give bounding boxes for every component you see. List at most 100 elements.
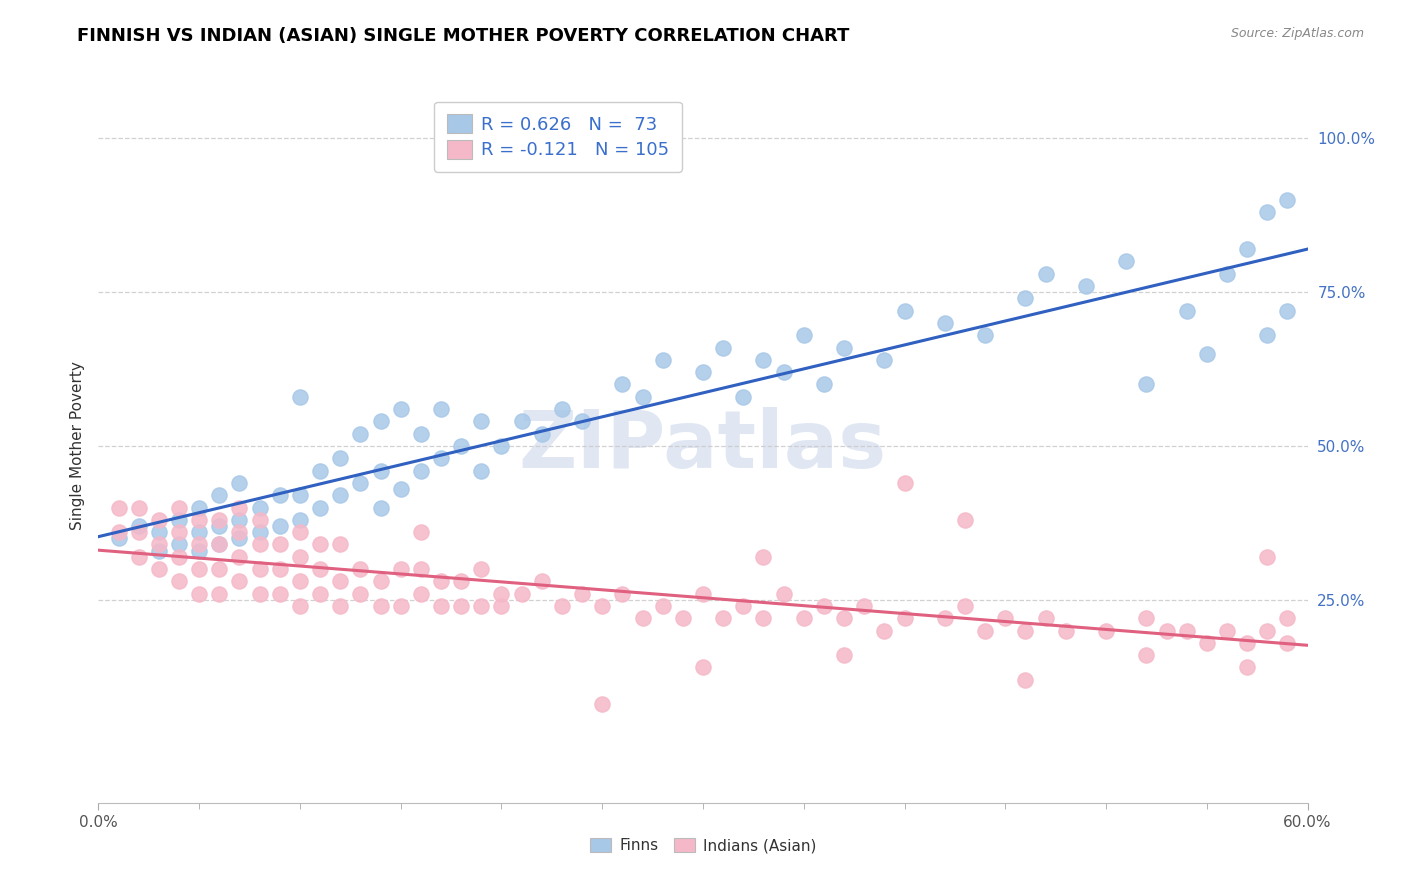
Point	[228, 513, 250, 527]
Point	[409, 587, 432, 601]
Point	[167, 549, 190, 564]
Point	[1195, 636, 1218, 650]
Point	[389, 402, 412, 417]
Point	[711, 341, 734, 355]
Point	[329, 574, 352, 589]
Point	[389, 599, 412, 613]
Point	[1236, 242, 1258, 256]
Point	[288, 549, 311, 564]
Point	[692, 365, 714, 379]
Point	[1014, 673, 1036, 687]
Point	[1195, 347, 1218, 361]
Point	[249, 562, 271, 576]
Point	[873, 624, 896, 638]
Point	[612, 587, 634, 601]
Point	[329, 488, 352, 502]
Point	[430, 451, 453, 466]
Point	[288, 574, 311, 589]
Point	[228, 500, 250, 515]
Point	[269, 519, 291, 533]
Point	[651, 352, 673, 367]
Point	[208, 537, 231, 551]
Point	[167, 537, 190, 551]
Point	[107, 525, 129, 540]
Point	[1035, 267, 1057, 281]
Point	[288, 525, 311, 540]
Point	[349, 587, 371, 601]
Point	[853, 599, 876, 613]
Point	[349, 475, 371, 490]
Point	[832, 611, 855, 625]
Point	[188, 587, 211, 601]
Point	[309, 464, 332, 478]
Point	[733, 599, 755, 613]
Point	[510, 414, 533, 428]
Point	[1256, 549, 1278, 564]
Point	[329, 537, 352, 551]
Point	[288, 390, 311, 404]
Point	[571, 587, 593, 601]
Point	[1236, 636, 1258, 650]
Point	[370, 464, 392, 478]
Point	[450, 599, 472, 613]
Point	[107, 500, 129, 515]
Text: ZIPatlas: ZIPatlas	[519, 407, 887, 485]
Point	[974, 624, 997, 638]
Point	[530, 426, 553, 441]
Point	[309, 537, 332, 551]
Point	[228, 531, 250, 545]
Point	[873, 352, 896, 367]
Point	[893, 611, 915, 625]
Point	[1135, 648, 1157, 662]
Point	[389, 562, 412, 576]
Point	[934, 316, 956, 330]
Point	[470, 414, 492, 428]
Point	[269, 537, 291, 551]
Point	[329, 599, 352, 613]
Point	[1277, 611, 1299, 625]
Point	[612, 377, 634, 392]
Point	[551, 599, 574, 613]
Point	[631, 390, 654, 404]
Point	[1216, 267, 1239, 281]
Point	[953, 599, 976, 613]
Point	[188, 537, 211, 551]
Point	[793, 328, 815, 343]
Point	[692, 587, 714, 601]
Point	[329, 451, 352, 466]
Point	[228, 574, 250, 589]
Point	[1115, 254, 1137, 268]
Point	[208, 513, 231, 527]
Point	[309, 562, 332, 576]
Point	[450, 439, 472, 453]
Point	[491, 599, 513, 613]
Point	[370, 574, 392, 589]
Point	[188, 500, 211, 515]
Point	[571, 414, 593, 428]
Point	[349, 426, 371, 441]
Point	[1054, 624, 1077, 638]
Point	[1095, 624, 1118, 638]
Point	[309, 500, 332, 515]
Point	[1014, 291, 1036, 305]
Point	[470, 599, 492, 613]
Point	[1175, 624, 1198, 638]
Point	[994, 611, 1017, 625]
Point	[249, 537, 271, 551]
Point	[450, 574, 472, 589]
Point	[470, 562, 492, 576]
Point	[1256, 624, 1278, 638]
Point	[148, 525, 170, 540]
Point	[893, 475, 915, 490]
Point	[793, 611, 815, 625]
Point	[1216, 624, 1239, 638]
Point	[389, 482, 412, 496]
Point	[832, 341, 855, 355]
Point	[974, 328, 997, 343]
Point	[1236, 660, 1258, 674]
Point	[409, 464, 432, 478]
Point	[148, 562, 170, 576]
Point	[167, 513, 190, 527]
Point	[249, 587, 271, 601]
Point	[934, 611, 956, 625]
